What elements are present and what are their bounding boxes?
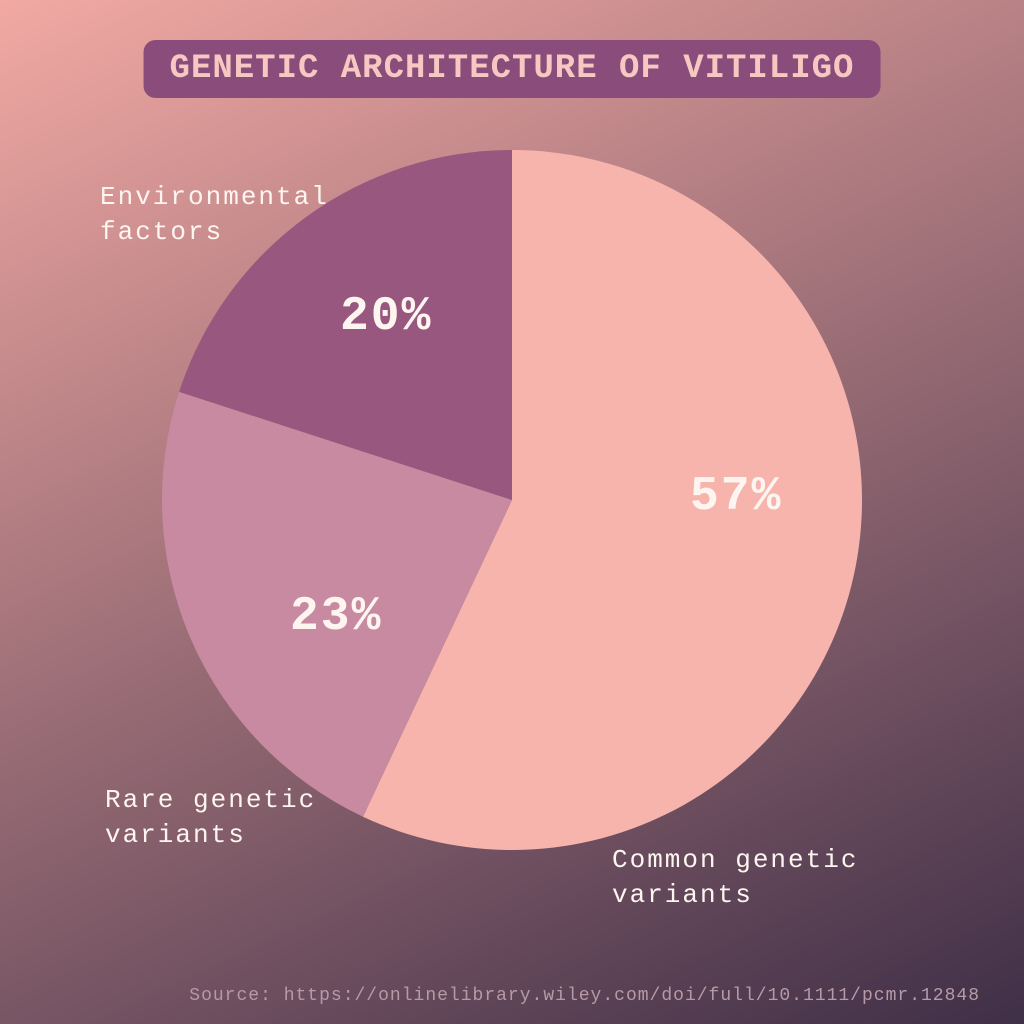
source-text: Source: https://onlinelibrary.wiley.com/… bbox=[189, 986, 980, 1006]
category-label: Rare geneticvariants bbox=[105, 783, 316, 853]
category-label: Common geneticvariants bbox=[612, 843, 858, 913]
title-container: GENETIC ARCHITECTURE OF VITILIGO bbox=[144, 40, 881, 98]
pct-label: 20% bbox=[340, 290, 432, 344]
category-label: Environmentalfactors bbox=[100, 180, 329, 250]
chart-title: GENETIC ARCHITECTURE OF VITILIGO bbox=[170, 50, 855, 88]
pct-label: 23% bbox=[290, 590, 382, 644]
pct-label: 57% bbox=[690, 470, 782, 524]
